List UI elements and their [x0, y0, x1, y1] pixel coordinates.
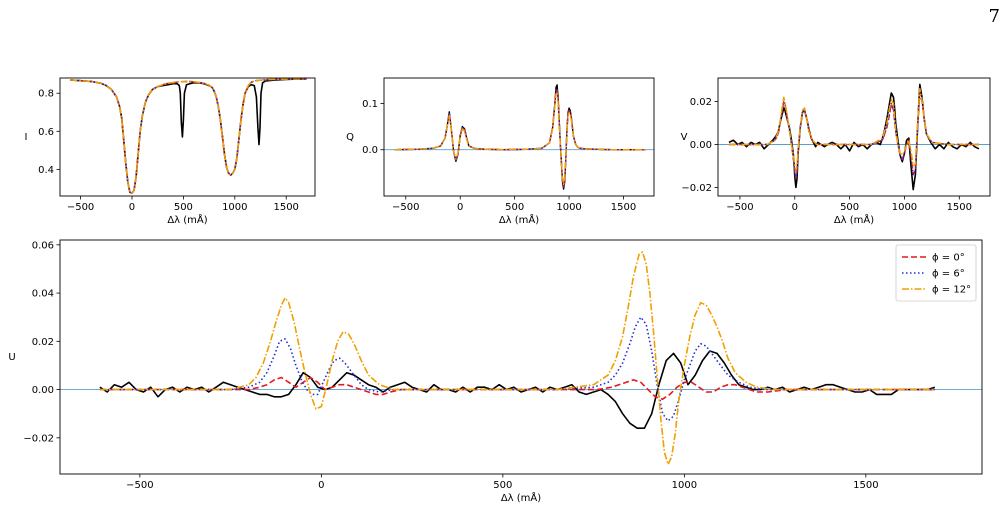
y-axis-label: Q: [346, 132, 354, 143]
series-line-phi12: [99, 251, 935, 466]
x-tick-label: 1500: [853, 480, 878, 491]
legend: ϕ = 0° ϕ = 6° ϕ = 12°: [895, 244, 977, 302]
x-tick-label: −500: [67, 202, 94, 213]
series-line-phi6: [394, 88, 646, 188]
panel-v: −500 0 500 1000 1500 −0.02 0.00 0.02 Δλ (mÅ) V: [681, 77, 991, 226]
x-axis-label: Δλ (mÅ): [501, 491, 541, 504]
series-line-phi0: [99, 376, 935, 401]
x-tick-label: 500: [493, 480, 512, 491]
plot-frame: [59, 77, 316, 197]
legend-label-phi12: ϕ = 12°: [932, 285, 971, 296]
x-tick-label: 1000: [672, 480, 697, 491]
x-tick-label: 1000: [892, 202, 917, 213]
y-tick-label: 0.8: [38, 89, 54, 100]
y-axis-label: U: [8, 352, 15, 363]
panel-i: −500 0 500 1000 1500 0.4 0.6 0.8 Δλ (mÅ) I: [25, 77, 316, 226]
series-line-phi0: [394, 88, 646, 188]
y-tick-label: 0.00: [690, 140, 712, 151]
x-tick-label: 1500: [273, 202, 298, 213]
series-line-phi6: [729, 92, 979, 180]
series-line-phi12: [70, 78, 307, 194]
x-tick-label: 500: [840, 202, 859, 213]
x-tick-label: 1500: [947, 202, 972, 213]
x-axis-label: Δλ (mÅ): [167, 213, 207, 226]
y-tick-label: 0.1: [362, 99, 378, 110]
x-axis-label: Δλ (mÅ): [499, 213, 539, 226]
series-line-observed: [70, 78, 307, 194]
y-tick-label: 0.0: [362, 145, 378, 156]
x-tick-label: 500: [174, 202, 193, 213]
y-tick-label: 0.00: [32, 385, 54, 396]
series-line-phi6: [70, 78, 307, 194]
y-axis-label: V: [681, 132, 688, 143]
series-line-phi12: [394, 92, 646, 186]
y-tick-label: 0.02: [32, 337, 54, 348]
y-tick-label: 0.02: [690, 97, 712, 108]
x-tick-label: −500: [726, 202, 753, 213]
panel-q: −500 0 500 1000 1500 0.0 0.1 Δλ (mÅ) Q: [346, 77, 655, 226]
plot-frame: [717, 77, 991, 197]
y-tick-label: −0.02: [681, 183, 712, 194]
legend-label-phi6: ϕ = 6°: [932, 269, 965, 280]
y-tick-label: 0.4: [38, 165, 54, 176]
y-tick-label: 0.04: [32, 289, 54, 300]
plot-frame: [59, 239, 983, 475]
legend-box: [895, 244, 977, 302]
panel-u: −500 0 500 1000 1500 −0.02 0.00 0.02 0.04 0.06 Δλ …: [8, 239, 983, 504]
x-tick-label: 0: [129, 202, 135, 213]
x-axis-label: Δλ (mÅ): [834, 213, 874, 226]
series-line-phi6: [99, 316, 935, 422]
series-line-phi12: [729, 87, 979, 172]
plot-frame: [383, 77, 655, 197]
y-tick-label: 0.6: [38, 127, 54, 138]
x-tick-label: −500: [126, 480, 153, 491]
series-line-phi0: [70, 78, 307, 194]
legend-label-phi0: ϕ = 0°: [932, 253, 965, 264]
series-line-observed: [394, 84, 646, 190]
x-tick-label: 0: [457, 202, 463, 213]
series-line-observed: [728, 83, 980, 191]
x-tick-label: −500: [392, 202, 419, 213]
y-tick-label: 0.06: [32, 240, 54, 251]
y-tick-label: −0.02: [23, 433, 54, 444]
page-number: 7: [988, 6, 1000, 27]
x-tick-label: 0: [792, 202, 798, 213]
x-tick-label: 500: [505, 202, 524, 213]
x-tick-label: 1000: [556, 202, 581, 213]
y-axis-label: I: [25, 132, 28, 143]
x-tick-label: 1500: [611, 202, 636, 213]
x-tick-label: 0: [318, 480, 324, 491]
x-tick-label: 1000: [222, 202, 247, 213]
series-line-phi0: [729, 92, 979, 180]
